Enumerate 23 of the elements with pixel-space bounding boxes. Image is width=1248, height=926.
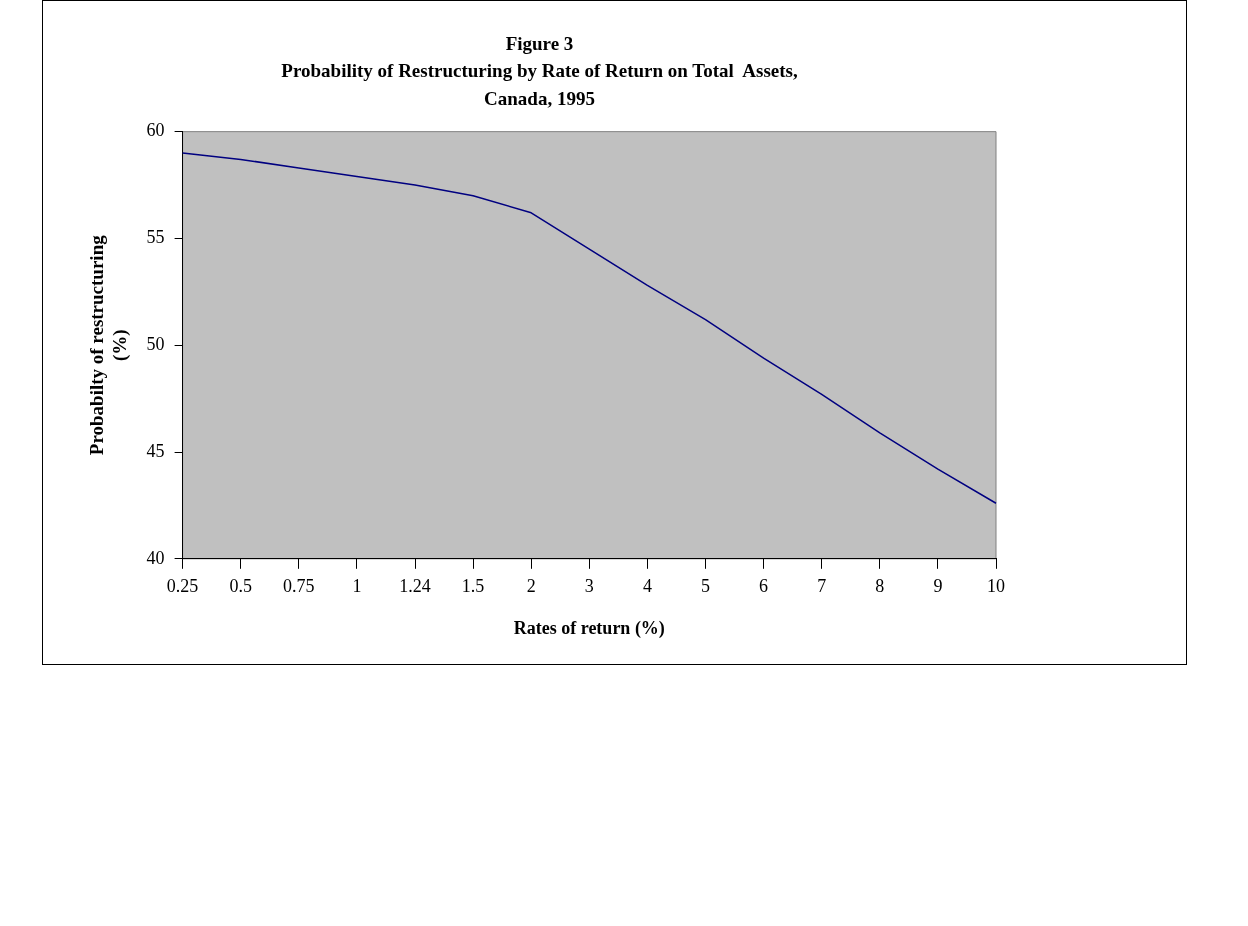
x-tick-label: 8 — [875, 576, 885, 597]
x-tick-label: 9 — [933, 576, 943, 597]
x-axis-title: Rates of return (%) — [513, 617, 665, 639]
x-tick-label: 0.25 — [166, 576, 199, 597]
y-tick-label: 40 — [146, 547, 165, 568]
y-tick-label: 45 — [146, 440, 165, 461]
chart-title: Figure 3 Probability of Restructuring by Rate of Return on Total Assets, Canada, 1995 — [281, 32, 798, 109]
y-tick-label: 50 — [146, 333, 165, 354]
x-tick-label: 5 — [701, 576, 710, 597]
x-tick-label: 3 — [584, 576, 594, 597]
x-tick-label: 0.75 — [283, 576, 315, 597]
x-tick-label: 4 — [642, 576, 652, 597]
x-tick-label: 10 — [987, 576, 1005, 597]
x-tick-label: 0.5 — [229, 576, 252, 597]
x-tick-label: 1.5 — [461, 576, 485, 597]
x-tick-label: 7 — [817, 576, 827, 597]
x-tick-label: 6 — [759, 576, 769, 597]
y-tick-label: 55 — [146, 227, 165, 248]
x-tick-label: 1.24 — [399, 576, 431, 597]
x-tick-label: 2 — [526, 576, 536, 597]
y-tick-label: 60 — [146, 120, 165, 141]
x-tick-label: 1 — [352, 576, 362, 597]
y-axis-title: Probabilty of restructuring (%) — [86, 234, 132, 456]
